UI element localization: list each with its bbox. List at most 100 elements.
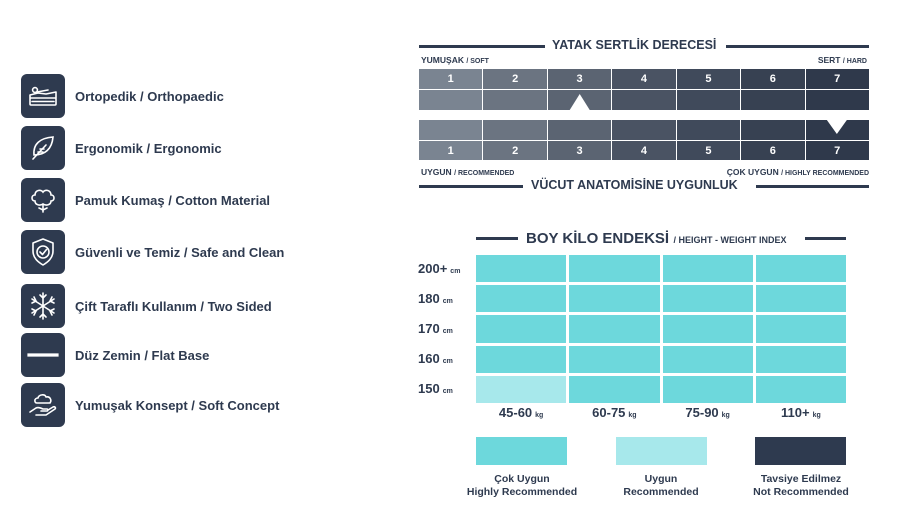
height-label: 200+ cm xyxy=(418,260,461,276)
firmness-bar-segment-1 xyxy=(419,90,484,110)
hw-cell-170-110+ xyxy=(755,315,846,343)
feature-soft: Yumuşak Konsept / Soft Concept xyxy=(21,382,279,428)
legend-swatch-not xyxy=(755,437,846,465)
feature-label: Güvenli ve Temiz / Safe and Clean xyxy=(75,244,285,260)
anatomy-rule-left xyxy=(419,185,523,188)
weight-label: 110+ kg xyxy=(781,405,821,420)
hw-cell-180-60-75 xyxy=(569,285,660,313)
anatomy-scale-cell-7: 7 xyxy=(805,141,869,160)
firmness-bar-segment-5 xyxy=(676,90,742,110)
anatomy-bar-segment-2 xyxy=(483,120,548,140)
hw-cell-200+-60-75 xyxy=(569,255,660,283)
hw-cell-180-110+ xyxy=(755,285,846,313)
anatomy-marker xyxy=(826,120,847,134)
firmness-bar xyxy=(419,90,869,110)
hw-cell-170-75-90 xyxy=(662,315,753,343)
hw-rule-left xyxy=(476,237,518,240)
hw-rule-right xyxy=(805,237,846,240)
feature-label: Çift Taraflı Kullanım / Two Sided xyxy=(75,298,272,314)
anatomy-scale-cell-4: 4 xyxy=(612,141,677,160)
hw-title: BOY KİLO ENDEKSİ / HEIGHT - WEIGHT INDEX xyxy=(526,230,787,247)
hw-cell-180-75-90 xyxy=(662,285,753,313)
feature-label: Düz Zemin / Flat Base xyxy=(75,347,210,363)
firmness-scale-cell-5: 5 xyxy=(676,69,742,89)
anatomy-bar-segment-6 xyxy=(741,120,806,140)
height-label: 160 cm xyxy=(418,351,453,367)
firmness-scale-cell-2: 2 xyxy=(483,69,548,89)
feature-two-sided: Çift Taraflı Kullanım / Two Sided xyxy=(21,283,272,329)
hw-cell-180-45-60 xyxy=(476,285,567,313)
weight-label: 75-90 kg xyxy=(685,405,730,420)
height-label: 170 cm xyxy=(418,321,453,336)
firmness-scale-cell-3: 3 xyxy=(547,69,613,89)
hw-cell-150-60-75 xyxy=(569,375,660,403)
title-rule-left xyxy=(419,45,545,48)
firmness-bar-segment-6 xyxy=(741,90,806,110)
cotton-flower-icon xyxy=(21,178,65,222)
firmness-scale-cell-6: 6 xyxy=(741,69,806,89)
firmness-bar-segment-2 xyxy=(483,90,548,110)
firmness-bar-segment-4 xyxy=(612,90,677,110)
title-rule-right xyxy=(726,45,869,48)
cloud-hand-icon xyxy=(21,383,65,427)
firmness-scale-cell-7: 7 xyxy=(805,69,869,89)
hw-cell-160-110+ xyxy=(755,345,846,373)
hw-cell-170-45-60 xyxy=(476,315,567,343)
hard-label: SERT / HARD xyxy=(817,55,867,65)
feature-cotton: Pamuk Kumaş / Cotton Material xyxy=(21,177,270,223)
shield-check-icon xyxy=(21,230,65,274)
feature-label: Ergonomik / Ergonomic xyxy=(75,140,222,156)
weight-label: 45-60 kg xyxy=(498,405,544,420)
anatomy-scale-cell-5: 5 xyxy=(676,141,742,160)
leaf-icon xyxy=(21,126,65,170)
soft-label: YUMUŞAK / SOFT xyxy=(421,55,489,65)
anatomy-rule-right xyxy=(756,185,869,188)
legend-swatch-highly xyxy=(476,437,567,465)
weight-label: 60-75 kg xyxy=(592,405,637,420)
firmness-bar-segment-7 xyxy=(805,90,869,110)
feature-ergonomic: Ergonomik / Ergonomic xyxy=(21,125,222,171)
firmness-scale-cell-1: 1 xyxy=(419,69,484,89)
legend-text-not: Tavsiye Edilmez Not Recommended xyxy=(753,473,849,498)
anatomy-scale-cell-2: 2 xyxy=(483,141,548,160)
hw-cell-200+-45-60 xyxy=(476,255,567,283)
highly-recommended-label: ÇOK UYGUN / HIGHLY RECOMMENDED xyxy=(726,167,869,177)
feature-label: Pamuk Kumaş / Cotton Material xyxy=(75,192,271,208)
hw-cell-200+-110+ xyxy=(755,255,846,283)
anatomy-scale-cell-1: 1 xyxy=(419,141,484,160)
snowflake-sun-icon xyxy=(21,284,65,328)
legend-text-recommended: Uygun Recommended xyxy=(623,473,699,498)
hw-cell-170-60-75 xyxy=(569,315,660,343)
orthopedic-mattress-icon xyxy=(21,74,65,118)
hw-grid xyxy=(476,255,846,403)
anatomy-bar-segment-5 xyxy=(676,120,742,140)
hw-cell-150-110+ xyxy=(755,375,846,403)
hw-cell-160-45-60 xyxy=(476,345,567,373)
anatomy-bar-segment-1 xyxy=(419,120,484,140)
anatomy-bar-segment-3 xyxy=(547,120,613,140)
anatomy-scale-cell-6: 6 xyxy=(741,141,806,160)
feature-safe: Güvenli ve Temiz / Safe and Clean xyxy=(21,229,284,275)
height-label: 180 cm xyxy=(418,290,453,306)
hw-cell-150-45-60 xyxy=(476,375,567,403)
feature-label: Yumuşak Konsept / Soft Concept xyxy=(75,397,280,413)
hw-cell-160-75-90 xyxy=(662,345,753,373)
legend-swatch-recommended xyxy=(616,437,707,465)
recommended-label: UYGUN / RECOMMENDED xyxy=(421,167,515,177)
flat-base-icon xyxy=(21,333,65,377)
firmness-marker xyxy=(569,94,590,110)
feature-orthopedic: Ortopedik / Orthopaedic xyxy=(21,73,224,119)
firmness-scale-cell-4: 4 xyxy=(612,69,677,89)
anatomy-title: VÜCUT ANATOMİSİNE UYGUNLUK xyxy=(531,178,738,192)
firmness-title: YATAK SERTLİK DERECESİ xyxy=(552,38,717,52)
height-label: 150 cm xyxy=(418,381,453,397)
anatomy-bar-segment-4 xyxy=(612,120,677,140)
hw-cell-150-75-90 xyxy=(662,375,753,403)
hw-cell-160-60-75 xyxy=(569,345,660,373)
feature-flat-base: Düz Zemin / Flat Base xyxy=(21,332,209,378)
anatomy-scale-cell-3: 3 xyxy=(547,141,613,160)
feature-label: Ortopedik / Orthopaedic xyxy=(75,88,224,104)
hw-cell-200+-75-90 xyxy=(662,255,753,283)
